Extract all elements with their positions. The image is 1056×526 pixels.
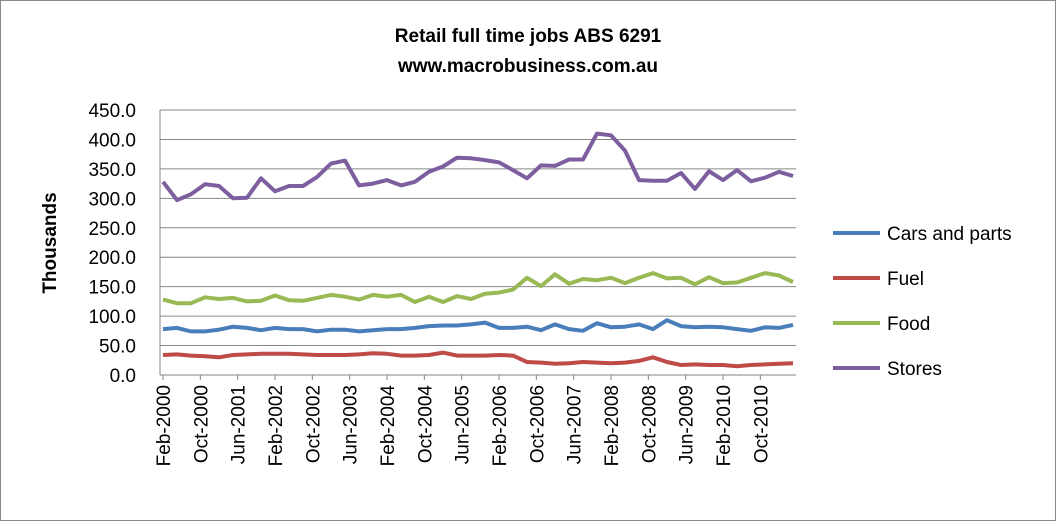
y-tick-label: 250.0 — [88, 219, 136, 240]
x-tick-label: Jun-2009 — [677, 385, 698, 464]
y-tick-label: 50.0 — [99, 337, 136, 358]
x-tick-label: Jun-2003 — [341, 385, 362, 464]
x-tick-label: Oct-2000 — [191, 385, 212, 463]
x-tick-label: Oct-2004 — [415, 385, 436, 464]
legend-label: Cars and parts — [887, 224, 1012, 245]
x-tick-label: Oct-2010 — [751, 385, 772, 463]
y-tick-label: 200.0 — [88, 248, 136, 269]
series-line — [162, 271, 794, 306]
x-tick-label: Feb-2000 — [154, 385, 175, 466]
x-tick-label: Feb-2002 — [266, 385, 287, 466]
series-line — [162, 350, 794, 369]
chart-subtitle: www.macrobusiness.com.au — [397, 56, 658, 77]
x-tick-label: Oct-2008 — [639, 385, 660, 463]
x-tick-label: Feb-2004 — [378, 385, 399, 467]
x-tick-label: Jun-2001 — [229, 385, 250, 464]
x-tick-label: Jun-2005 — [453, 385, 474, 464]
x-tick-label: Feb-2010 — [714, 385, 735, 466]
legend-label: Stores — [887, 359, 942, 380]
y-tick-label: 400.0 — [88, 130, 136, 151]
x-tick-label: Oct-2002 — [303, 385, 324, 463]
series-line — [161, 131, 794, 203]
x-tick-label: Oct-2006 — [527, 385, 548, 463]
x-tick-label: Jun-2007 — [565, 385, 586, 464]
y-tick-label: 350.0 — [88, 160, 136, 181]
y-tick-label: 0.0 — [110, 366, 136, 387]
chart-title: Retail full time jobs ABS 6291 — [395, 26, 662, 47]
x-tick-label: Feb-2008 — [602, 385, 623, 466]
y-tick-label: 450.0 — [88, 101, 136, 122]
y-tick-label: 150.0 — [88, 278, 136, 299]
y-tick-label: 300.0 — [88, 189, 136, 210]
x-tick-label: Feb-2006 — [490, 385, 511, 466]
legend-label: Food — [887, 314, 930, 335]
y-axis-label: Thousands — [40, 192, 61, 293]
y-tick-label: 100.0 — [88, 307, 136, 328]
legend-label: Fuel — [887, 269, 924, 290]
series-line — [162, 318, 794, 334]
